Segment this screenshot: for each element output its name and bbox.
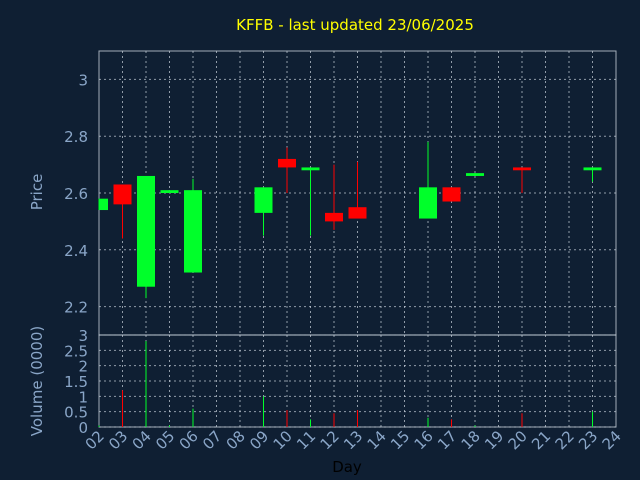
day-tick-label: 04 [129,427,155,453]
price-panel: 2.2 2.4 2.6 2.8 3 [64,50,617,336]
chart-title: KFFB - last updated 23/06/2025 [236,16,474,34]
day-tick-label: 09 [246,427,272,453]
candle-body [254,187,273,213]
volume-axis-label: Volume (0000) [28,326,46,436]
candle-body [325,212,343,222]
day-tick-label: 11 [293,427,319,453]
volume-tick-label: 1 [78,388,88,406]
day-tick-label: 10 [270,427,296,453]
candle-body [442,187,461,202]
day-tick-label: 07 [199,427,225,453]
price-tick-label: 2.8 [64,128,88,146]
candle-body [137,175,155,287]
day-axis-label: Day [332,458,362,476]
candle-body [466,173,484,176]
volume-tick-label: 0 [78,419,88,437]
volume-tick-label: 0.5 [64,404,88,422]
volume-tick-label: 2 [78,358,88,376]
price-tick-label: 3 [78,71,88,89]
day-tick-label: 21 [528,427,554,453]
candle-body [278,158,296,168]
price-tick-label: 2.2 [64,299,88,317]
candle-body [419,187,437,219]
candle-body [184,190,202,273]
day-tick-label: 08 [223,427,249,453]
day-tick-label: 15 [387,427,413,453]
volume-tick-label: 1.5 [64,373,88,391]
candle-body [301,167,320,171]
day-tick-label: 14 [364,427,390,453]
candle-body [513,167,531,171]
candle-body [348,207,367,219]
day-tick-label: 03 [105,427,131,453]
day-tick-label: 16 [411,427,437,453]
day-tick-label: 24 [599,427,625,453]
price-tick-label: 2.4 [64,242,88,260]
candle-body [113,184,132,205]
day-tick-label: 22 [552,427,578,453]
candle-body [160,190,179,193]
day-tick-label: 19 [481,427,507,453]
volume-tick-label: 3 [78,327,88,345]
day-tick-label: 12 [317,427,343,453]
day-tick-label: 06 [176,427,202,453]
volume-panel: 00.511.522.53020304050607080910111213141… [64,327,625,453]
price-axis-label: Price [28,174,46,211]
day-tick-label: 05 [152,427,178,453]
day-tick-label: 13 [340,427,366,453]
volume-tick-label: 2.5 [64,342,88,360]
day-tick-label: 17 [434,427,460,453]
day-tick-label: 18 [458,427,484,453]
candle-body [583,167,602,171]
day-tick-label: 23 [575,427,601,453]
candle-body [99,198,108,211]
price-tick-label: 2.6 [64,185,88,203]
day-tick-label: 20 [505,427,531,453]
